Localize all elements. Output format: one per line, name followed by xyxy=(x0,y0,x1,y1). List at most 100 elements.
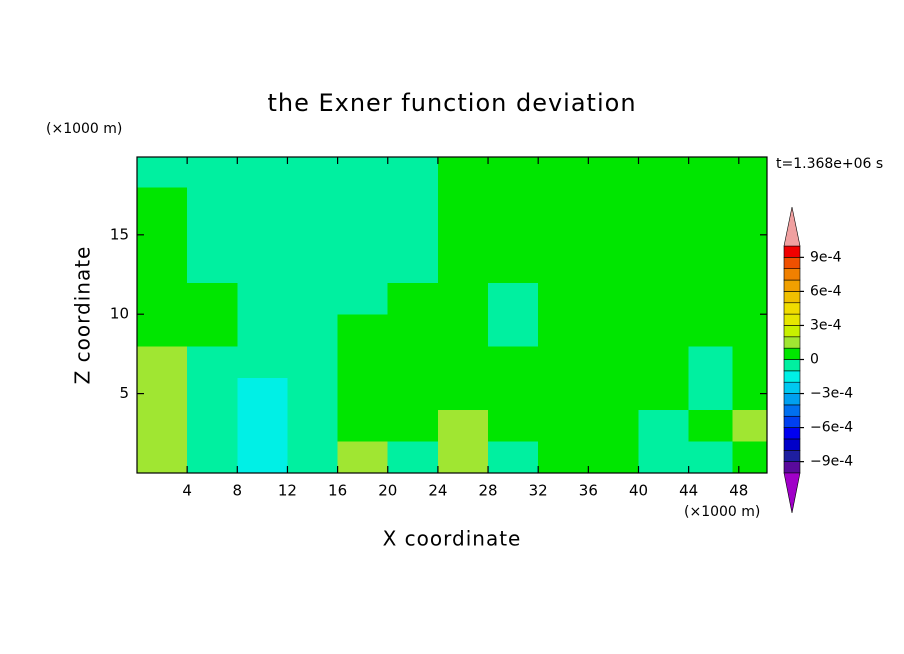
contour-cell xyxy=(187,409,238,442)
contour-cell xyxy=(137,314,188,347)
contour-cell xyxy=(538,314,589,347)
contour-cell xyxy=(638,250,690,283)
contour-cell xyxy=(437,218,489,252)
x-tick-label: 8 xyxy=(233,482,243,500)
contour-cell xyxy=(187,157,238,188)
x-tick-label: 12 xyxy=(278,482,297,500)
contour-cell xyxy=(187,441,238,474)
colorbar-box xyxy=(783,268,801,281)
contour-cell xyxy=(237,345,288,379)
x-tick-label: 36 xyxy=(579,482,598,500)
contour-cell xyxy=(488,314,539,347)
x-unit: (×1000 m) xyxy=(684,504,760,520)
contour-cell xyxy=(732,282,768,315)
contour-cell xyxy=(488,218,539,252)
contour-cell xyxy=(538,409,589,442)
x-axis-title: X coordinate xyxy=(383,527,522,551)
y-axis-title: Z coordinate xyxy=(71,246,95,385)
colorbar-label: 9e-4 xyxy=(810,249,842,265)
colorbar-box xyxy=(783,438,801,451)
colorbar-under xyxy=(783,472,801,514)
colorbar-box xyxy=(783,347,801,360)
contour-cell xyxy=(588,282,639,315)
contour-cell xyxy=(488,250,539,283)
contour-cell xyxy=(538,377,589,410)
contour-cell xyxy=(387,157,439,188)
colorbar-box xyxy=(783,404,801,417)
contour-cell xyxy=(387,314,439,347)
contour-cell xyxy=(437,157,489,188)
contour-field xyxy=(137,157,768,474)
y-unit: (×1000 m) xyxy=(46,121,122,137)
contour-cell xyxy=(538,282,589,315)
contour-cell xyxy=(732,409,768,442)
contour-cell xyxy=(588,345,639,379)
contour-cell xyxy=(638,345,690,379)
plot-frame xyxy=(136,156,768,474)
contour-cell xyxy=(137,250,188,283)
y-tick-label: 15 xyxy=(110,225,129,243)
contour-cell xyxy=(287,250,339,283)
x-tick-label: 16 xyxy=(328,482,347,500)
contour-cell xyxy=(237,377,288,410)
contour-cell xyxy=(137,441,188,474)
colorbar-label: 3e-4 xyxy=(810,317,842,333)
contour-cell xyxy=(187,282,238,315)
contour-cell xyxy=(538,345,589,379)
x-tick-label: 40 xyxy=(629,482,648,500)
contour-cell xyxy=(387,345,439,379)
x-tick-label: 28 xyxy=(478,482,497,500)
contour-cell xyxy=(137,218,188,252)
contour-cell xyxy=(237,218,288,252)
colorbar-over xyxy=(783,206,801,247)
contour-cell xyxy=(588,187,639,220)
contour-cell xyxy=(187,250,238,283)
contour-cell xyxy=(488,157,539,188)
colorbar-box xyxy=(783,393,801,406)
contour-cell xyxy=(237,282,288,315)
contour-cell xyxy=(688,441,734,474)
contour-cell xyxy=(187,218,238,252)
contour-cell xyxy=(538,187,589,220)
contour-cell xyxy=(387,441,439,474)
contour-cell xyxy=(688,377,734,410)
contour-cell xyxy=(638,314,690,347)
x-tick-label: 24 xyxy=(428,482,447,500)
contour-cell xyxy=(237,441,288,474)
contour-cell xyxy=(387,187,439,220)
colorbar-box xyxy=(783,257,801,270)
x-tick-label: 32 xyxy=(529,482,548,500)
contour-cell xyxy=(638,409,690,442)
contour-cell xyxy=(237,187,288,220)
contour-cell xyxy=(688,314,734,347)
contour-cell xyxy=(437,250,489,283)
contour-cell xyxy=(337,218,389,252)
colorbar-box xyxy=(783,336,801,349)
contour-cell xyxy=(538,441,589,474)
x-tick-label: 48 xyxy=(729,482,748,500)
contour-cell xyxy=(638,157,690,188)
x-tick-label: 44 xyxy=(679,482,698,500)
contour-cell xyxy=(337,441,389,474)
contour-cell xyxy=(688,187,734,220)
contour-cell xyxy=(337,409,389,442)
contour-cell xyxy=(588,157,639,188)
contour-cell xyxy=(437,409,489,442)
colorbar-label: 0 xyxy=(810,352,819,368)
contour-cell xyxy=(337,250,389,283)
contour-cell xyxy=(237,409,288,442)
contour-cell xyxy=(337,187,389,220)
contour-cell xyxy=(588,250,639,283)
contour-cell xyxy=(732,345,768,379)
colorbar-box xyxy=(783,427,801,440)
contour-cell xyxy=(287,187,339,220)
contour-cell xyxy=(287,314,339,347)
contour-cell xyxy=(538,218,589,252)
time-label: t=1.368e+06 s xyxy=(776,156,883,172)
contour-cell xyxy=(337,157,389,188)
contour-cell xyxy=(437,441,489,474)
contour-cell xyxy=(588,441,639,474)
contour-cell xyxy=(237,157,288,188)
